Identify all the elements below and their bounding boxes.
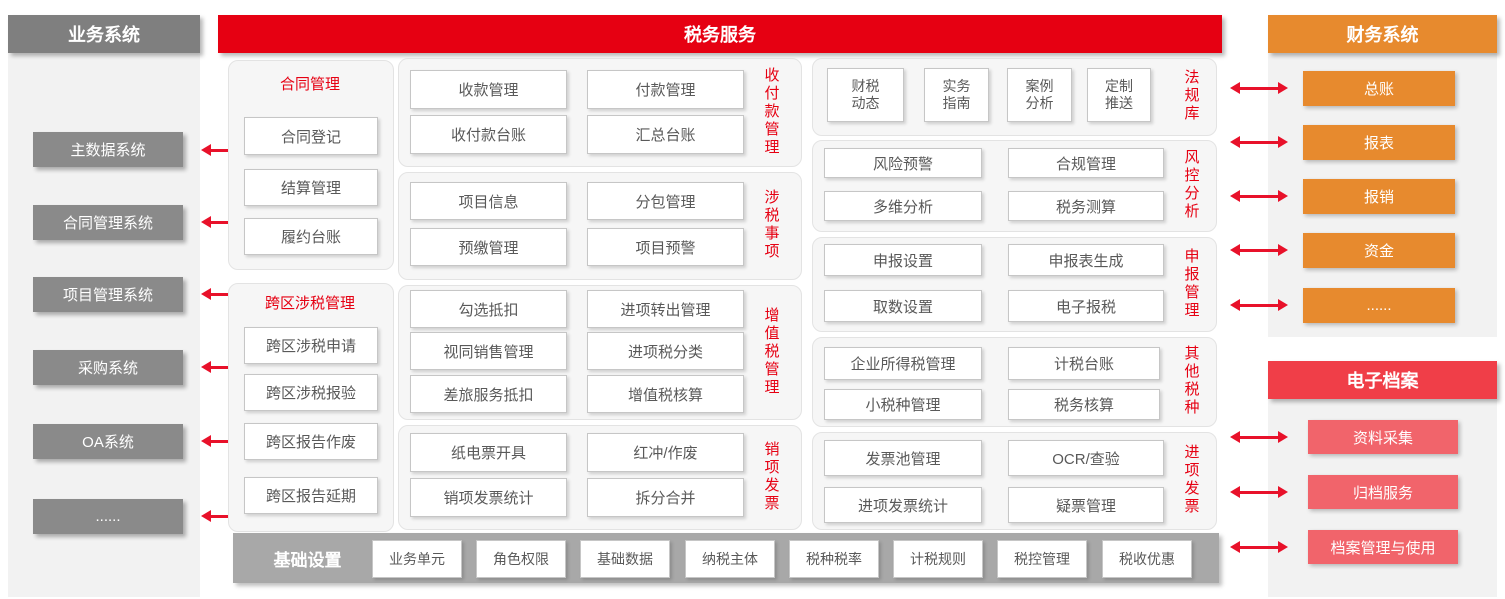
module-box: 预缴管理 [410,228,567,266]
business-system-node: ...... [33,499,183,534]
finance-system-node: ...... [1303,288,1455,323]
finance-system-node: 总账 [1303,71,1455,106]
base-setting-box: 业务单元 [372,540,462,578]
business-system-node: OA系统 [33,424,183,459]
bidirectional-arrow-icon [1230,190,1288,202]
base-setting-box: 税种税率 [789,540,879,578]
base-setting-box: 基础数据 [580,540,670,578]
module-box: 小税种管理 [824,389,982,420]
business-systems-title: 业务系统 [68,25,140,45]
module-box: 销项发票统计 [410,478,567,517]
module-box: 项目信息 [410,182,567,220]
bidirectional-arrow-icon [1230,541,1288,553]
group-vat-label: 增值税管理 [762,306,780,397]
module-box: 风险预警 [824,148,982,178]
module-box: 视同销售管理 [410,332,567,370]
module-box: 进项转出管理 [587,290,744,328]
group-input-invoice-label: 进项发票 [1182,444,1200,516]
finance-system-panel [1268,15,1497,337]
group-output-invoice-label: 销项发票 [762,440,780,513]
module-box: 项目预警 [587,228,744,266]
tax-service-title: 税务服务 [684,25,756,45]
bidirectional-arrow-icon [1230,136,1288,148]
module-box: 履约台账 [244,218,378,255]
module-box: 申报表生成 [1008,244,1164,276]
module-box: 付款管理 [587,70,744,109]
module-box: 收付款台账 [410,115,567,154]
business-system-node: 合同管理系统 [33,205,183,240]
electronic-archives-header: 电子档案 [1268,361,1497,399]
module-box: 进项发票统计 [824,487,982,523]
module-box: 结算管理 [244,169,378,206]
group-contract-title: 合同管理 [279,76,340,93]
group-other-tax-label: 其他税种 [1182,345,1200,417]
module-box: 财税 动态 [827,68,904,122]
module-box: 收款管理 [410,70,567,109]
group-cross-region-title: 跨区涉税管理 [264,295,355,312]
module-box: 分包管理 [587,182,744,220]
bidirectional-arrow-icon [1230,82,1288,94]
base-setting-box: 税收优惠 [1102,540,1192,578]
module-box: 多维分析 [824,191,982,221]
module-box: 电子报税 [1008,290,1164,322]
module-box: OCR/查验 [1008,440,1164,476]
module-box: 纸电票开具 [410,433,567,472]
module-box: 税务测算 [1008,191,1164,221]
module-box: 合同登记 [244,117,378,155]
group-declaration-label: 申报管理 [1182,247,1200,320]
module-box: 疑票管理 [1008,487,1164,523]
module-box: 跨区涉税申请 [244,327,378,364]
archive-node: 档案管理与使用 [1308,530,1458,564]
module-box: 拆分合并 [587,478,744,517]
tax-service-header: 税务服务 [218,15,1222,53]
module-box: 差旅服务抵扣 [410,375,567,413]
module-box: 合规管理 [1008,148,1164,178]
group-risk-label: 风控分析 [1182,149,1200,221]
module-box: 定制 推送 [1087,68,1151,122]
module-box: 勾选抵扣 [410,290,567,328]
module-box: 实务 指南 [924,68,989,122]
module-box: 申报设置 [824,244,982,276]
module-box: 红冲/作废 [587,433,744,472]
archive-node: 资料采集 [1308,420,1458,454]
bidirectional-arrow-icon [1230,299,1288,311]
electronic-archives-title: 电子档案 [1346,371,1419,391]
business-system-node: 主数据系统 [33,132,183,167]
base-setting-box: 纳税主体 [685,540,775,578]
module-box: 跨区涉税报验 [244,374,378,411]
finance-system-title: 财务系统 [1346,25,1419,45]
finance-system-node: 报表 [1303,125,1455,160]
module-box: 计税台账 [1008,347,1160,380]
bidirectional-arrow-icon [1230,431,1288,443]
business-systems-header: 业务系统 [8,15,200,53]
base-settings-title: 基础设置 [273,550,342,570]
base-setting-box: 计税规则 [893,540,983,578]
module-box: 跨区报告延期 [244,477,378,514]
module-box: 企业所得税管理 [824,347,982,380]
bidirectional-arrow-icon [1230,244,1288,256]
module-box: 跨区报告作废 [244,423,378,460]
bidirectional-arrow-icon [1230,486,1288,498]
module-box: 进项税分类 [587,332,744,370]
module-box: 发票池管理 [824,440,982,476]
module-box: 税务核算 [1008,389,1160,420]
base-setting-box: 角色权限 [476,540,566,578]
module-box: 增值税核算 [587,375,744,413]
module-box: 取数设置 [824,290,982,322]
module-box: 案例 分析 [1007,68,1072,122]
archive-node: 归档服务 [1308,475,1458,509]
business-system-node: 项目管理系统 [33,277,183,312]
finance-system-header: 财务系统 [1268,15,1497,53]
finance-system-node: 报销 [1303,179,1455,214]
group-payment-label: 收付款管理 [762,66,780,157]
finance-system-node: 资金 [1303,233,1455,268]
module-box: 汇总台账 [587,115,744,154]
group-tax-matters-label: 涉税事项 [762,189,780,261]
base-setting-box: 税控管理 [997,540,1087,578]
business-system-node: 采购系统 [33,350,183,385]
group-regulations-label: 法规库 [1182,69,1200,123]
